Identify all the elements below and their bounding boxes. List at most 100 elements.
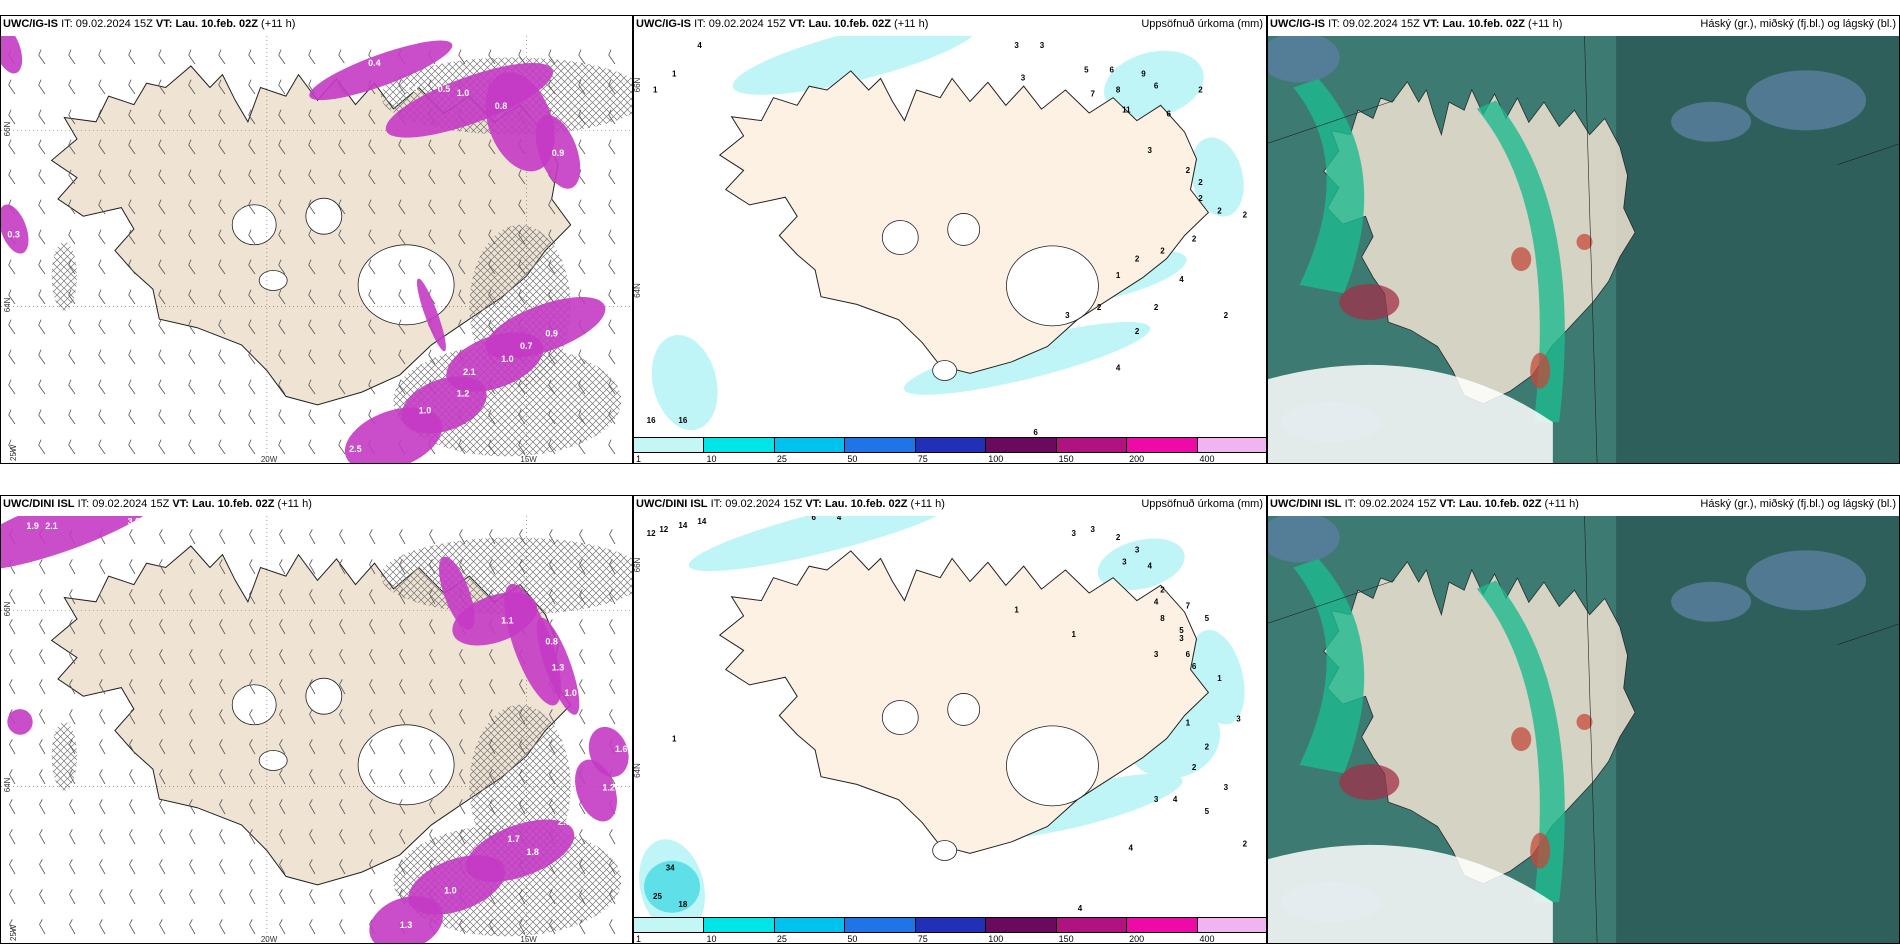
lat-label: 66N [634,557,642,572]
precip-label: 2 [1116,533,1121,542]
lat-label: 64N [634,283,642,298]
precip-label: 9 [1141,69,1146,78]
colorbar-swatch [1056,917,1128,933]
precip-label: 3 [1014,41,1019,50]
precip-label: 4 [697,41,702,50]
colorbar-swatch [986,917,1057,933]
icing-label: 1.2 [602,783,615,793]
precip-label: 4 [1078,904,1083,913]
precip-label: 3 [1179,634,1184,643]
precip-label: 2 [1192,763,1197,772]
precip-label: 2 [1198,178,1203,187]
precip-label: 8 [1116,85,1121,94]
colorbar-tick: 50 [847,934,858,944]
icing-label: 2.1 [463,367,476,377]
colorbar-swatch [634,917,705,933]
lon-label: 20W [261,935,278,944]
icing-label: 0.7 [520,341,533,351]
precip-label: 2 [1097,303,1102,312]
precip-label: 3 [1224,783,1229,792]
wind-icing-panel-bottom: UWC/DINI ISL IT: 09.02.2024 15Z VT: Lau.… [0,495,633,944]
colorbar-tick: 25 [776,934,787,944]
icing-label: 0.5 [438,84,451,94]
precip-label: 8 [1160,614,1165,623]
colorbar-tick: 1 [636,454,642,464]
precip-label: 3 [1065,311,1070,320]
precip-label: 7 [1186,602,1191,611]
precip-label: 2 [1160,247,1165,256]
lat-label: 66N [3,121,12,136]
precip-label: 4 [1154,598,1159,607]
icing-label: 0.4 [336,58,349,68]
colorbar-swatch [1127,437,1198,453]
icing-label: 2.1 [45,521,58,531]
panel-header: UWC/IG-IS IT: 09.02.2024 15Z VT: Lau. 10… [1270,18,1563,30]
precip-label: 6 [1110,65,1115,74]
colorbar-tick: 150 [1058,934,1074,944]
cloud-title: Háský (gr.), miðský (fj.bl.) og lágský (… [1700,498,1896,510]
cloud-map [1268,36,1899,463]
precip-label: 3 [1154,795,1159,804]
precip-label: 1 [672,735,677,744]
panel-header: UWC/IG-IS IT: 09.02.2024 15Z VT: Lau. 10… [636,18,929,30]
lon-label: 20W [261,455,278,464]
precip-label: 14 [697,517,706,526]
precip-colorbar: 1 10 25 50 75 100 150 200 400 [634,917,1266,943]
icing-label: 1.0 [564,688,577,698]
colorbar-tick: 10 [706,934,717,944]
precip-label: 2 [1198,194,1203,203]
colorbar-tick: 200 [1129,454,1145,464]
precip-label: 2 [1198,85,1203,94]
precip-label: 3 [1148,146,1153,155]
icing-label: 1.8 [526,847,539,857]
precip-label: 1 [672,69,677,78]
precip-label: 5 [1179,626,1184,635]
colorbar-swatch [986,437,1057,453]
precip-label: 6 [1192,662,1197,671]
precip-label: 2 [1154,303,1159,312]
precip-label: 5 [1205,807,1210,816]
icing-label: 1.0 [501,354,514,364]
colorbar-tick: 200 [1129,934,1145,944]
precip-label: 2 [1160,586,1165,595]
precip-label: 6 [1186,650,1191,659]
icing-label: 1.0 [419,406,432,416]
precip-label: 1 [1116,271,1121,280]
precip-label: 12 [647,529,656,538]
colorbar-swatch [845,917,916,933]
precip-label: 18 [678,900,687,909]
lon-label: 15W [520,455,537,464]
precip-title: Uppsöfnuð úrkoma (mm) [1141,498,1263,510]
colorbar-tick: 400 [1199,454,1215,464]
precip-label: 1 [653,85,658,94]
precip-label: 4 [837,516,842,522]
precip-label: 7 [1090,89,1095,98]
icing-label: 1.3 [552,662,565,672]
colorbar-swatch [704,917,775,933]
colorbar-swatch [915,917,987,933]
precip-panel-bottom: UWC/DINI ISL IT: 09.02.2024 15Z VT: Lau.… [633,495,1267,944]
icing-label: 1.0 [444,886,457,896]
lon-label: 25W [9,924,18,941]
precip-label: 3 [1090,525,1095,534]
lat-label: 66N [634,77,642,92]
precip-label: 6 [1033,428,1038,437]
precip-label: 2 [1205,743,1210,752]
precip-label: 2 [1217,206,1222,215]
lat-label: 64N [3,777,12,792]
panel-header: UWC/DINI ISL IT: 09.02.2024 15Z VT: Lau.… [3,498,312,510]
colorbar-swatch [1127,917,1198,933]
colorbar-swatch [774,917,846,933]
icing-label: 1.9 [26,521,39,531]
precip-label: 3 [1135,545,1140,554]
precip-label: 4 [1129,843,1134,852]
precip-label: 4 [1148,561,1153,570]
icing-label: 0.9 [552,148,565,158]
precip-label: 4 [1173,795,1178,804]
colorbar-swatch [1056,437,1128,453]
cloud-panel-bottom: UWC/DINI ISL IT: 09.02.2024 15Z VT: Lau.… [1267,495,1900,944]
precip-label: 1 [1071,630,1076,639]
precip-label: 1 [1217,674,1222,683]
panel-header: UWC/DINI ISL IT: 09.02.2024 15Z VT: Lau.… [1270,498,1579,510]
